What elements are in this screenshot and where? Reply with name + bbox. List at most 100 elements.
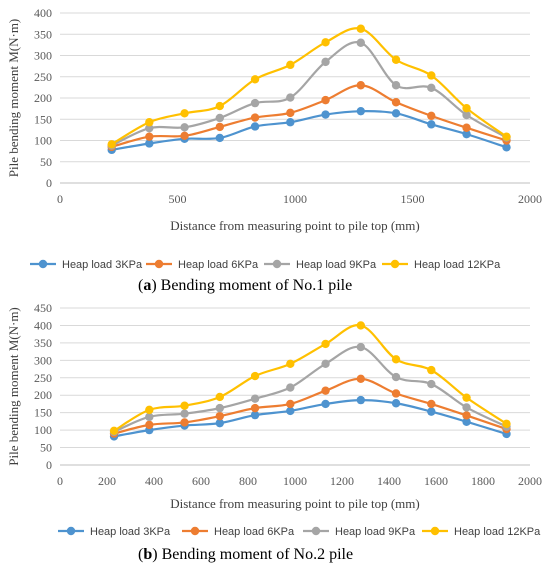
legend-item: Heap load 12KPa [422,526,541,538]
chart-b-xlabel: Distance from measuring point to pile to… [170,496,419,511]
data-point [462,110,471,120]
chart-b-x-ticks: 0 200 400 600 800 1000 1200 1400 1600 1800 2000 [57,474,542,488]
x-tick-label: 2000 [518,192,542,206]
data-point [180,418,189,427]
y-tick-label: 300 [34,49,52,63]
data-point [286,359,295,369]
data-point [286,383,295,392]
y-tick-label: 0 [46,458,52,472]
legend-swatch-marker [190,526,200,536]
data-point [107,140,116,149]
chart-a-caption-label: a [143,277,151,294]
data-point [321,95,330,105]
data-point [250,371,260,381]
data-point [321,399,330,409]
chart-a-xlabel: Distance from measuring point to pile to… [170,218,419,233]
data-point [356,374,365,384]
series-line [113,345,507,433]
y-tick-label: 50 [40,155,52,169]
data-point [462,417,471,426]
data-point [145,123,154,133]
chart-a-caption: (a) Bending moment of No.1 pile [138,277,352,294]
data-point [356,81,365,90]
legend-swatch-marker [38,259,48,269]
y-tick-label: 50 [40,441,52,455]
data-point [356,38,365,47]
chart-b-ylabel: Pile bending moment M(N·m) [6,307,21,466]
y-tick-label: 150 [34,406,52,420]
data-point [215,113,224,123]
chart-b: 0 50 100 150 200 250 300 350 400 450 0 200 400 600 80… [6,301,542,563]
data-point [321,386,330,395]
data-point [321,339,330,349]
data-point [502,143,511,152]
data-point [215,101,224,111]
x-tick-label: 1000 [283,474,307,488]
legend-swatch-marker [154,259,164,269]
data-point [427,111,436,121]
x-tick-label: 500 [169,192,187,206]
data-point [427,71,436,80]
data-point [250,98,260,108]
legend-label: Heap load 12KPa [454,526,541,538]
data-point [391,389,401,398]
data-point [502,132,511,141]
y-tick-label: 0 [46,176,52,190]
y-tick-label: 400 [34,6,52,20]
data-point [391,81,401,90]
y-tick-label: 250 [34,70,52,84]
data-point [180,409,189,418]
chart-a: 0 50 100 150 200 250 300 350 400 0 500 1000 1500 200… [6,6,542,294]
data-point [391,98,401,107]
series-2 [109,374,511,438]
data-point [250,410,260,420]
data-point [145,118,154,127]
data-point [180,131,189,141]
data-point [215,122,224,132]
legend-swatch-marker [390,259,400,269]
chart-a-y-ticks: 0 50 100 150 200 250 300 350 400 [34,6,52,190]
legend-item: Heap load 3KPa [58,526,171,538]
y-tick-label: 100 [34,134,52,148]
y-tick-label: 350 [34,336,52,350]
legend-item: Heap load 3KPa [30,259,143,271]
data-point [145,139,154,148]
chart-a-legend: Heap load 3KPa Heap load 6KPa Heap load 9K… [30,259,501,271]
data-point [356,342,365,352]
data-point [321,57,330,67]
data-point [356,106,365,116]
x-tick-label: 400 [145,474,163,488]
x-tick-label: 800 [239,474,257,488]
series-line [113,399,507,438]
chart-b-caption-text: Bending moment of No.2 pile [162,546,354,563]
x-tick-label: 1600 [424,474,448,488]
data-point [286,406,295,416]
y-tick-label: 450 [34,301,52,315]
data-point [462,129,471,139]
legend-swatch-marker [311,526,321,536]
data-point [250,113,260,122]
data-point [391,355,401,364]
data-point [215,403,224,413]
data-point [286,108,295,118]
chart-a-ylabel: Pile bending moment M(N·m) [6,19,21,178]
data-point [286,93,295,102]
data-point [502,419,511,429]
legend-swatch-marker [430,526,440,536]
y-tick-label: 100 [34,423,52,437]
legend-label: Heap load 12KPa [414,259,501,271]
x-tick-label: 0 [57,474,63,488]
chart-a-series [107,24,511,155]
chart-a-caption-text: Bending moment of No.1 pile [161,277,353,294]
series-line [111,40,508,147]
x-tick-label: 200 [98,474,116,488]
data-point [215,133,224,143]
x-tick-label: 0 [57,192,63,206]
data-point [145,132,154,141]
series-4 [109,321,511,436]
chart-b-caption-label: b [143,546,152,563]
y-tick-label: 350 [34,27,52,41]
data-point [427,365,436,375]
chart-a-gridlines [60,12,530,184]
data-point [109,426,119,436]
